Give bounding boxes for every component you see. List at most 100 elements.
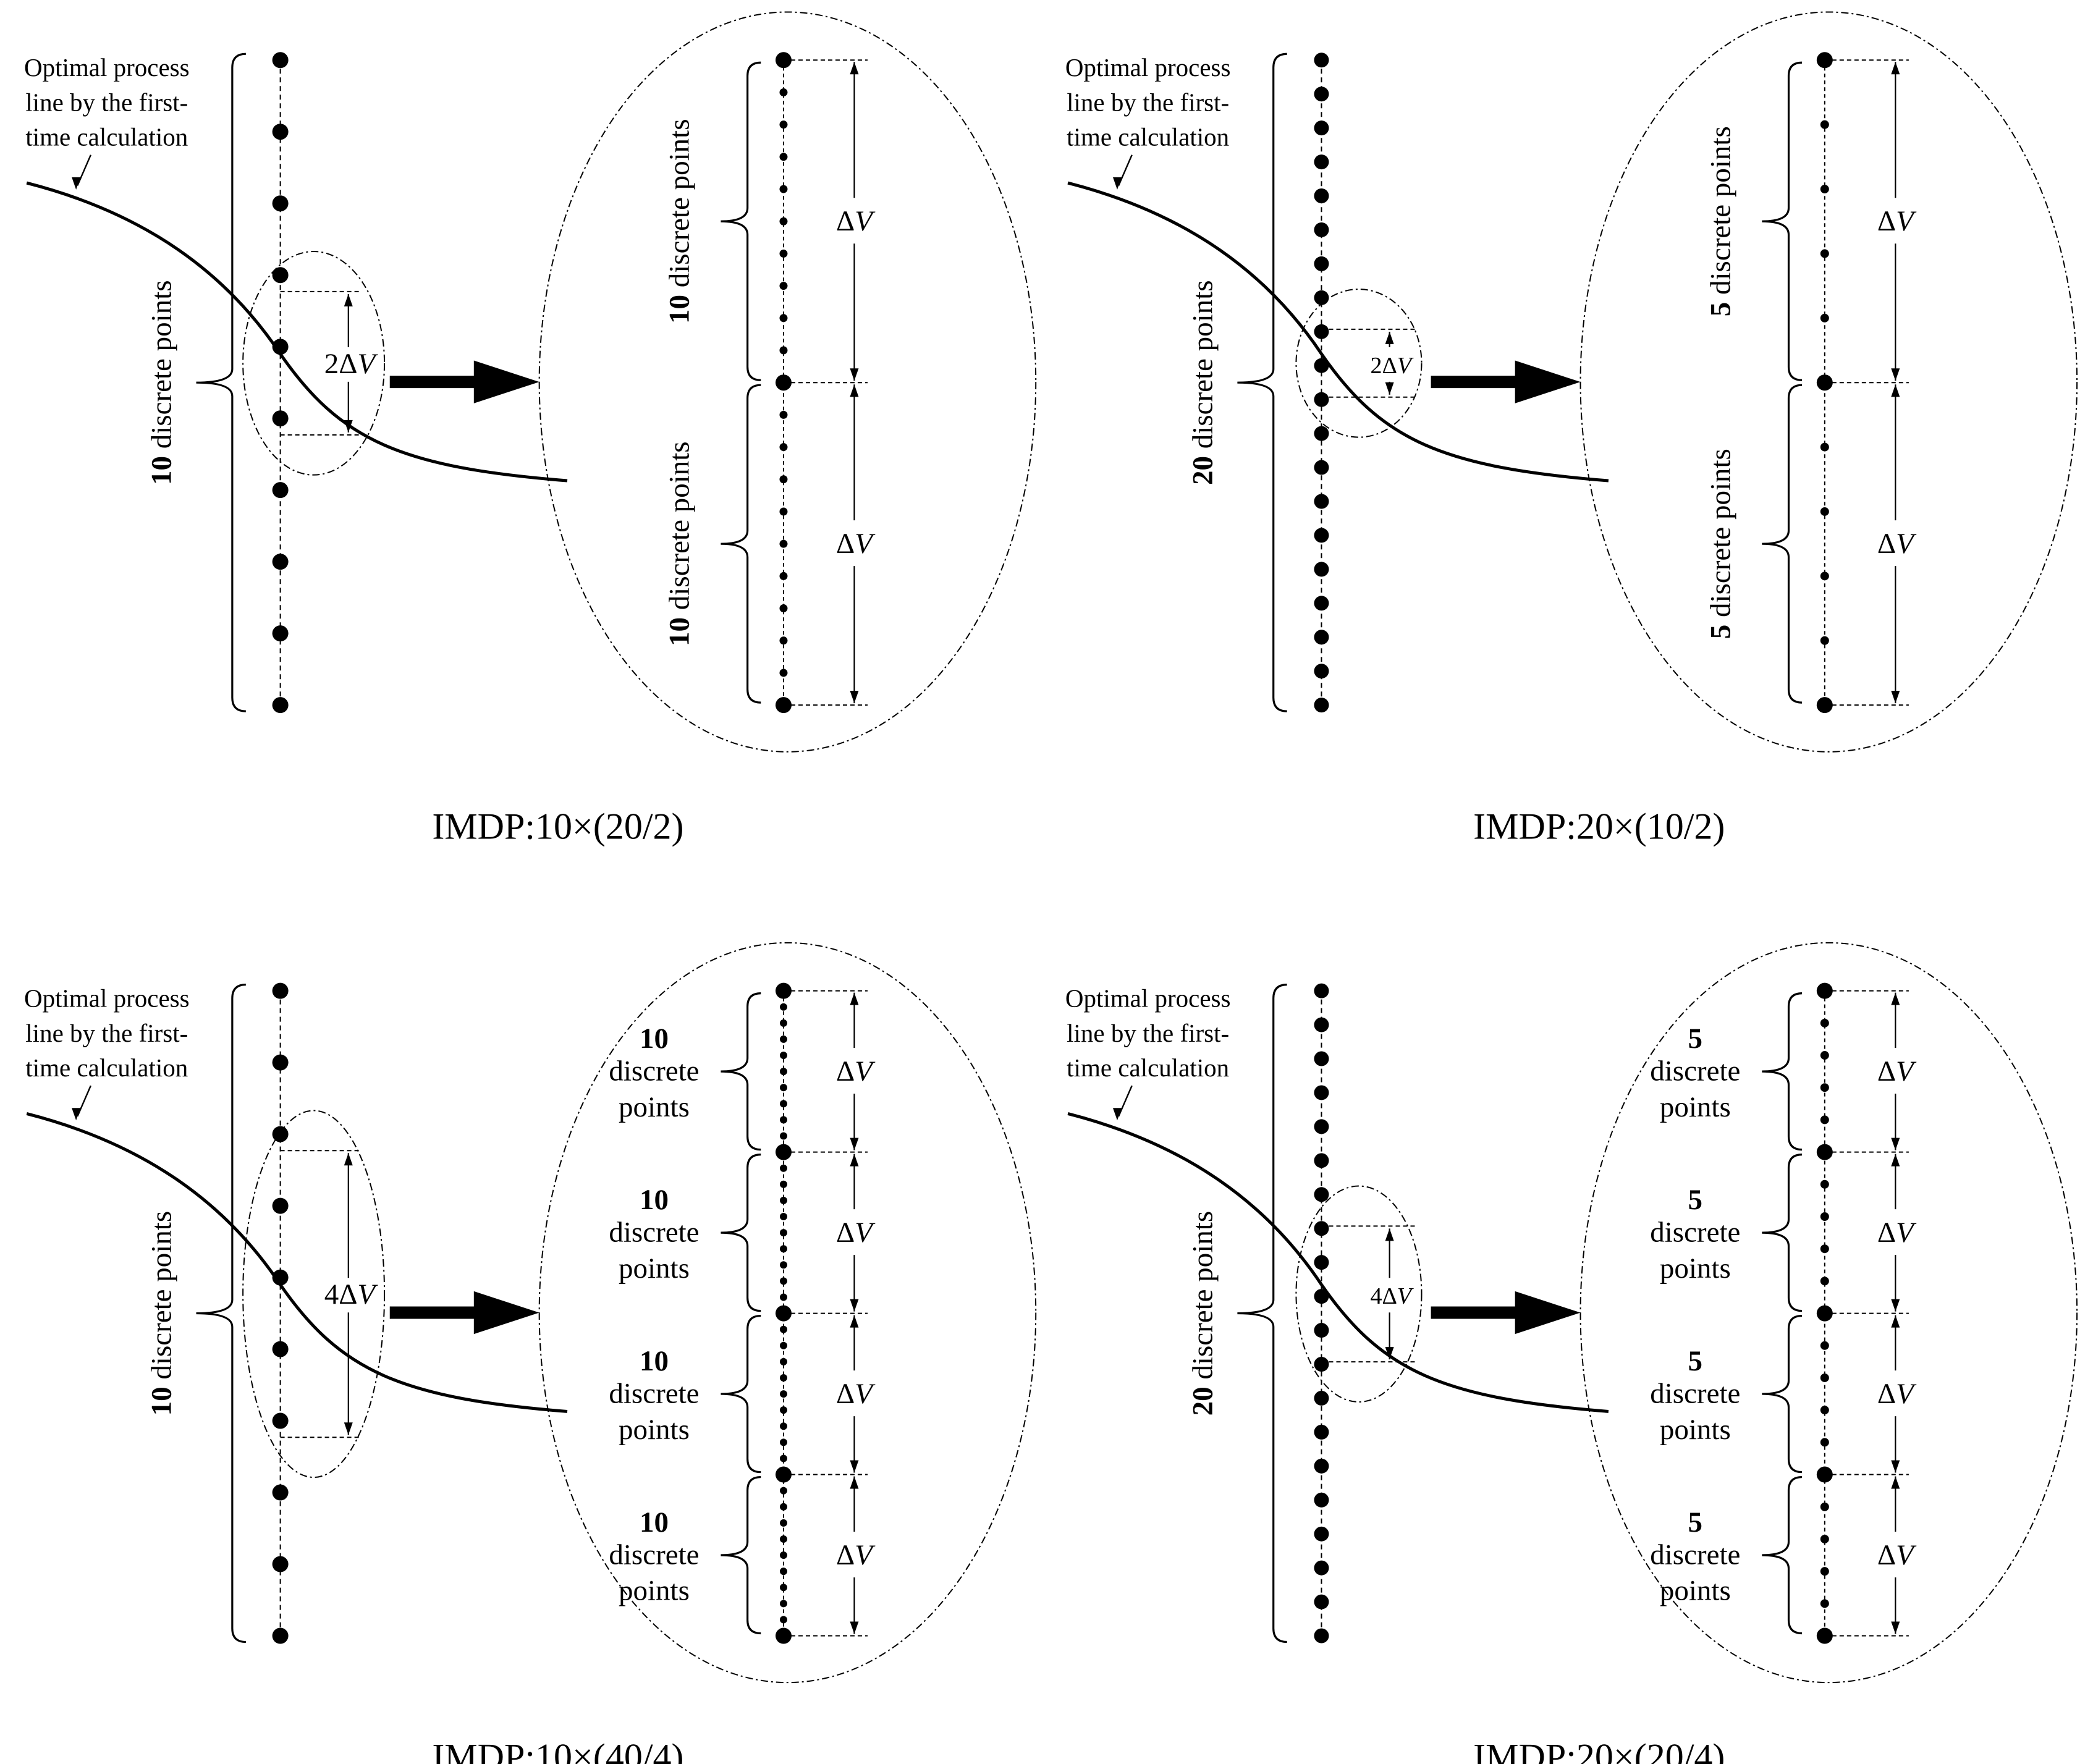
main-point [1314, 1594, 1329, 1610]
delta-factor: 2 [324, 348, 339, 380]
main-point [1314, 1492, 1329, 1508]
segment-dimension-head-down [1891, 691, 1900, 704]
segment-brace [1762, 1475, 1803, 1635]
sub-point [779, 1341, 787, 1349]
segment-delta-label: ΔV [836, 1378, 876, 1410]
segment-count: 5 [1688, 1023, 1703, 1055]
sub-point [779, 1035, 787, 1043]
main-point [272, 1627, 289, 1644]
main-point [1314, 494, 1329, 509]
segment-delta-label: ΔV [1877, 1055, 1917, 1087]
window-dimension-head-down [1385, 382, 1394, 395]
segment-count: 5 [1704, 625, 1736, 639]
main-count-label: 10 discrete points [145, 280, 177, 485]
main-point [1314, 120, 1329, 136]
segment-dimension-head-up [1891, 1315, 1900, 1328]
sub-point [779, 1084, 787, 1092]
sub-point [1820, 313, 1829, 323]
sub-point [779, 1600, 787, 1608]
sub-point [1820, 1406, 1829, 1415]
delta-variable: V [1896, 1378, 1917, 1410]
main-point [272, 482, 289, 499]
main-count: 20 [1186, 456, 1219, 485]
sub-point [779, 153, 788, 161]
main-point [272, 1054, 289, 1071]
delta-variable: V [855, 1055, 876, 1087]
magnified-window [538, 11, 1037, 753]
segment-boundary-point [1816, 374, 1833, 391]
segment-count-word: points [619, 1252, 690, 1285]
segment-count-word: discrete [1650, 1055, 1740, 1087]
note-arrow [1118, 154, 1133, 186]
sub-point [779, 1116, 787, 1124]
main-brace [196, 53, 246, 712]
main-point [1314, 1085, 1329, 1100]
note-line: Optimal process [24, 53, 190, 82]
main-point [1314, 1323, 1329, 1338]
window-dimension-head-up [344, 1153, 353, 1166]
panel-4: 20 discrete points Optimal process line by… [1065, 942, 2078, 1764]
delta-factor: 4 [324, 1278, 339, 1310]
segment-brace [1762, 1154, 1803, 1312]
segment-count-label: 5 discrete points [1704, 449, 1736, 639]
main-point [1314, 983, 1329, 998]
sub-point [779, 1003, 787, 1011]
sub-point [1820, 1599, 1829, 1608]
delta-symbol: Δ [836, 1055, 855, 1087]
delta-variable: V [1896, 205, 1917, 237]
main-point [272, 195, 289, 212]
note-arrow-head [1112, 1108, 1122, 1121]
note-line: time calculation [25, 123, 188, 151]
segment-count-word: points [619, 1414, 690, 1446]
main-point [1314, 1289, 1329, 1304]
main-point [1314, 1458, 1329, 1474]
zoom-arrow-head [473, 1291, 539, 1335]
window-delta-label: 4ΔV [324, 1278, 379, 1310]
main-point [272, 1556, 289, 1572]
segment-dimension-head-up [850, 1315, 859, 1328]
segment-count: 5 [1688, 1506, 1703, 1538]
segment-delta-label: ΔV [836, 1055, 876, 1087]
segment-boundary-point [1816, 1627, 1833, 1644]
main-count-suffix: discrete points [1186, 280, 1219, 456]
segment-brace [721, 61, 761, 381]
delta-symbol: Δ [1877, 1055, 1896, 1087]
sub-point [779, 1454, 787, 1462]
sub-point [1820, 1051, 1829, 1060]
window-dimension-head-up [1385, 1228, 1394, 1241]
sub-point [1820, 1083, 1829, 1092]
main-point [1314, 1119, 1329, 1134]
segment-boundary-point [775, 1627, 792, 1644]
delta-variable: V [1896, 1055, 1917, 1087]
main-point [1314, 1356, 1329, 1372]
segment-boundary-point [775, 697, 792, 714]
main-point [1314, 460, 1329, 475]
main-point [1314, 698, 1329, 713]
sub-point [779, 1277, 787, 1285]
sub-point [1820, 1277, 1829, 1286]
delta-variable: V [1896, 1217, 1917, 1249]
delta-variable: V [855, 1378, 876, 1410]
segment-dimension-head-down [850, 368, 859, 381]
segment-count-label: 5 discrete points [1704, 126, 1736, 316]
main-point [272, 52, 289, 69]
main-point [1314, 1051, 1329, 1066]
segment-delta-label: ΔV [1877, 1217, 1917, 1249]
main-point [1314, 324, 1329, 339]
main-point [1314, 358, 1329, 373]
segment-count-word: discrete [609, 1538, 699, 1571]
window-dimension-head-down [344, 420, 353, 433]
sub-point [779, 1422, 787, 1430]
sub-point [779, 1374, 787, 1382]
segment-delta-label: ΔV [1877, 528, 1917, 560]
magnified-window [538, 942, 1037, 1684]
segment-count-word: discrete [609, 1377, 699, 1409]
sub-point [779, 1390, 787, 1398]
sub-point [1820, 185, 1829, 194]
segment-boundary-point [1816, 52, 1833, 69]
sub-point [779, 572, 788, 580]
sub-point [779, 1551, 787, 1559]
delta-factor: 2 [1370, 353, 1382, 379]
zoom-arrow-head [1515, 360, 1581, 403]
sub-point [779, 1196, 787, 1204]
